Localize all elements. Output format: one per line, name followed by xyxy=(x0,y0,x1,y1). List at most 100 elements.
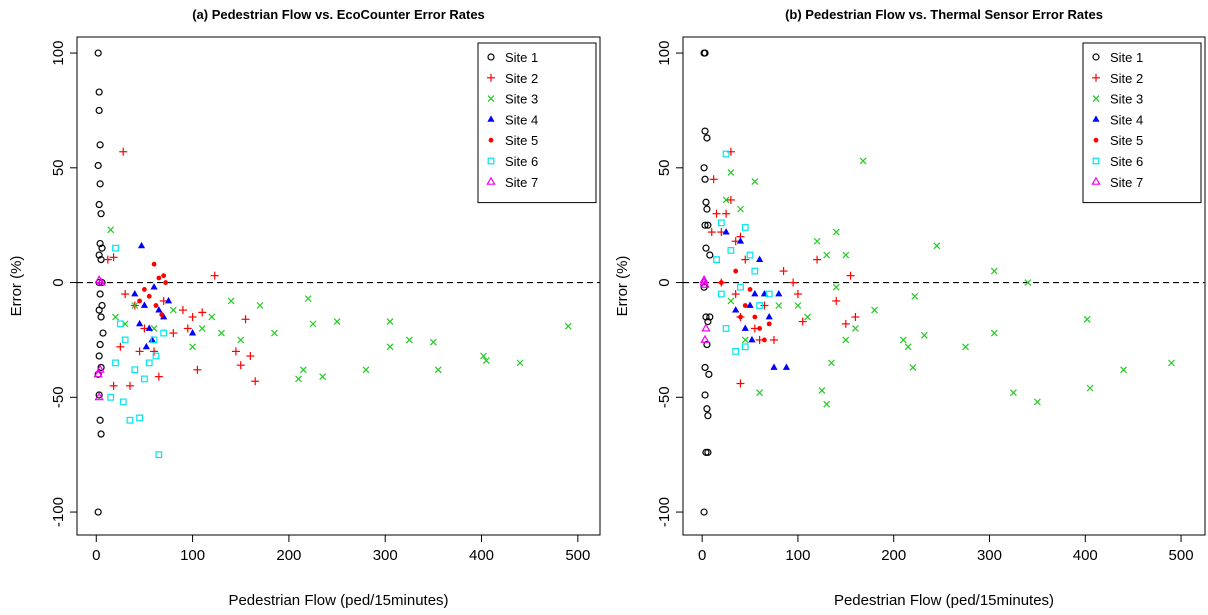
x-tick-label: 200 xyxy=(881,547,906,564)
marker-shape xyxy=(208,313,216,321)
data-point xyxy=(726,195,735,204)
marker-shape xyxy=(741,343,749,351)
data-point xyxy=(96,180,104,188)
data-point xyxy=(727,247,735,254)
marker-shape xyxy=(116,320,124,328)
y-tick-label: -50 xyxy=(656,386,673,408)
marker-shape xyxy=(1010,389,1017,397)
marker-shape xyxy=(727,247,735,254)
marker-shape xyxy=(706,313,714,321)
marker-shape xyxy=(362,366,370,374)
marker-shape xyxy=(727,297,735,305)
data-point xyxy=(700,334,710,343)
marker-shape xyxy=(169,306,177,314)
data-point xyxy=(169,306,177,314)
marker-shape xyxy=(775,302,783,309)
y-tick-label: -50 xyxy=(50,386,67,408)
marker-shape xyxy=(386,343,394,351)
data-point xyxy=(701,221,709,229)
x-tick-label: 500 xyxy=(1169,547,1194,564)
marker-shape xyxy=(756,255,764,263)
chart-title: (b) Pedestrian Flow vs. Thermal Sensor E… xyxy=(785,7,1103,22)
data-point xyxy=(727,297,735,305)
marker-shape xyxy=(727,168,735,176)
data-point xyxy=(732,348,740,355)
data-point xyxy=(94,508,102,516)
y-tick-label: 0 xyxy=(50,278,67,286)
marker-shape xyxy=(142,342,150,350)
marker-shape xyxy=(126,416,134,424)
legend-label: Site 6 xyxy=(505,154,538,169)
marker-shape xyxy=(701,323,711,332)
data-point xyxy=(145,324,153,331)
x-tick-label: 400 xyxy=(469,547,494,564)
data-point xyxy=(429,338,437,346)
data-point xyxy=(757,326,763,331)
marker-shape xyxy=(832,283,840,291)
data-point xyxy=(1024,279,1032,286)
data-point xyxy=(97,430,105,438)
marker-shape xyxy=(702,198,710,206)
data-point xyxy=(703,340,711,349)
marker-shape xyxy=(1168,359,1175,367)
data-point xyxy=(706,251,714,259)
marker-shape xyxy=(153,303,159,308)
data-point xyxy=(736,379,745,388)
marker-shape xyxy=(319,373,327,381)
marker-shape xyxy=(160,329,168,337)
data-point xyxy=(516,359,524,367)
data-point xyxy=(236,361,245,370)
marker-shape xyxy=(304,295,312,303)
marker-shape xyxy=(151,261,157,267)
marker-shape xyxy=(97,363,105,372)
legend-marker xyxy=(488,137,494,143)
marker-shape xyxy=(1092,115,1100,122)
data-point xyxy=(775,290,783,297)
y-tick-label: 100 xyxy=(50,41,67,66)
marker-shape xyxy=(137,241,146,249)
data-point xyxy=(136,319,144,327)
marker-shape xyxy=(1091,176,1101,185)
marker-shape xyxy=(145,359,153,367)
data-point xyxy=(94,49,102,57)
marker-shape xyxy=(732,306,740,313)
data-point xyxy=(148,335,156,343)
data-point xyxy=(109,253,118,262)
marker-shape xyxy=(271,329,278,337)
marker-shape xyxy=(156,275,162,281)
data-point xyxy=(126,416,134,424)
marker-shape xyxy=(722,228,730,235)
legend-label: Site 5 xyxy=(1110,133,1143,148)
data-point xyxy=(94,161,102,170)
data-point xyxy=(112,359,119,367)
data-point xyxy=(271,329,278,337)
data-point xyxy=(103,255,112,264)
marker-shape xyxy=(751,290,759,297)
marker-shape xyxy=(131,290,139,297)
data-point xyxy=(733,268,739,274)
data-point xyxy=(717,219,725,227)
data-point xyxy=(859,157,867,165)
marker-shape xyxy=(733,268,739,274)
legend-label: Site 1 xyxy=(505,50,538,65)
marker-shape xyxy=(765,312,773,320)
marker-shape xyxy=(701,127,709,135)
x-tick-label: 100 xyxy=(785,547,810,564)
marker-shape xyxy=(95,88,103,96)
marker-shape xyxy=(218,329,225,337)
data-point xyxy=(564,322,572,330)
data-point xyxy=(121,336,129,344)
data-point xyxy=(770,363,778,370)
data-point xyxy=(990,267,998,275)
data-point xyxy=(741,324,749,331)
data-point xyxy=(150,347,159,356)
marker-shape xyxy=(741,336,749,344)
y-axis-label: Error (%) xyxy=(8,256,25,317)
marker-shape xyxy=(703,340,711,349)
marker-shape xyxy=(95,106,103,115)
data-point xyxy=(152,352,160,360)
marker-shape xyxy=(1092,157,1100,165)
data-point xyxy=(722,150,730,158)
marker-shape xyxy=(762,337,767,343)
data-point xyxy=(121,290,130,299)
